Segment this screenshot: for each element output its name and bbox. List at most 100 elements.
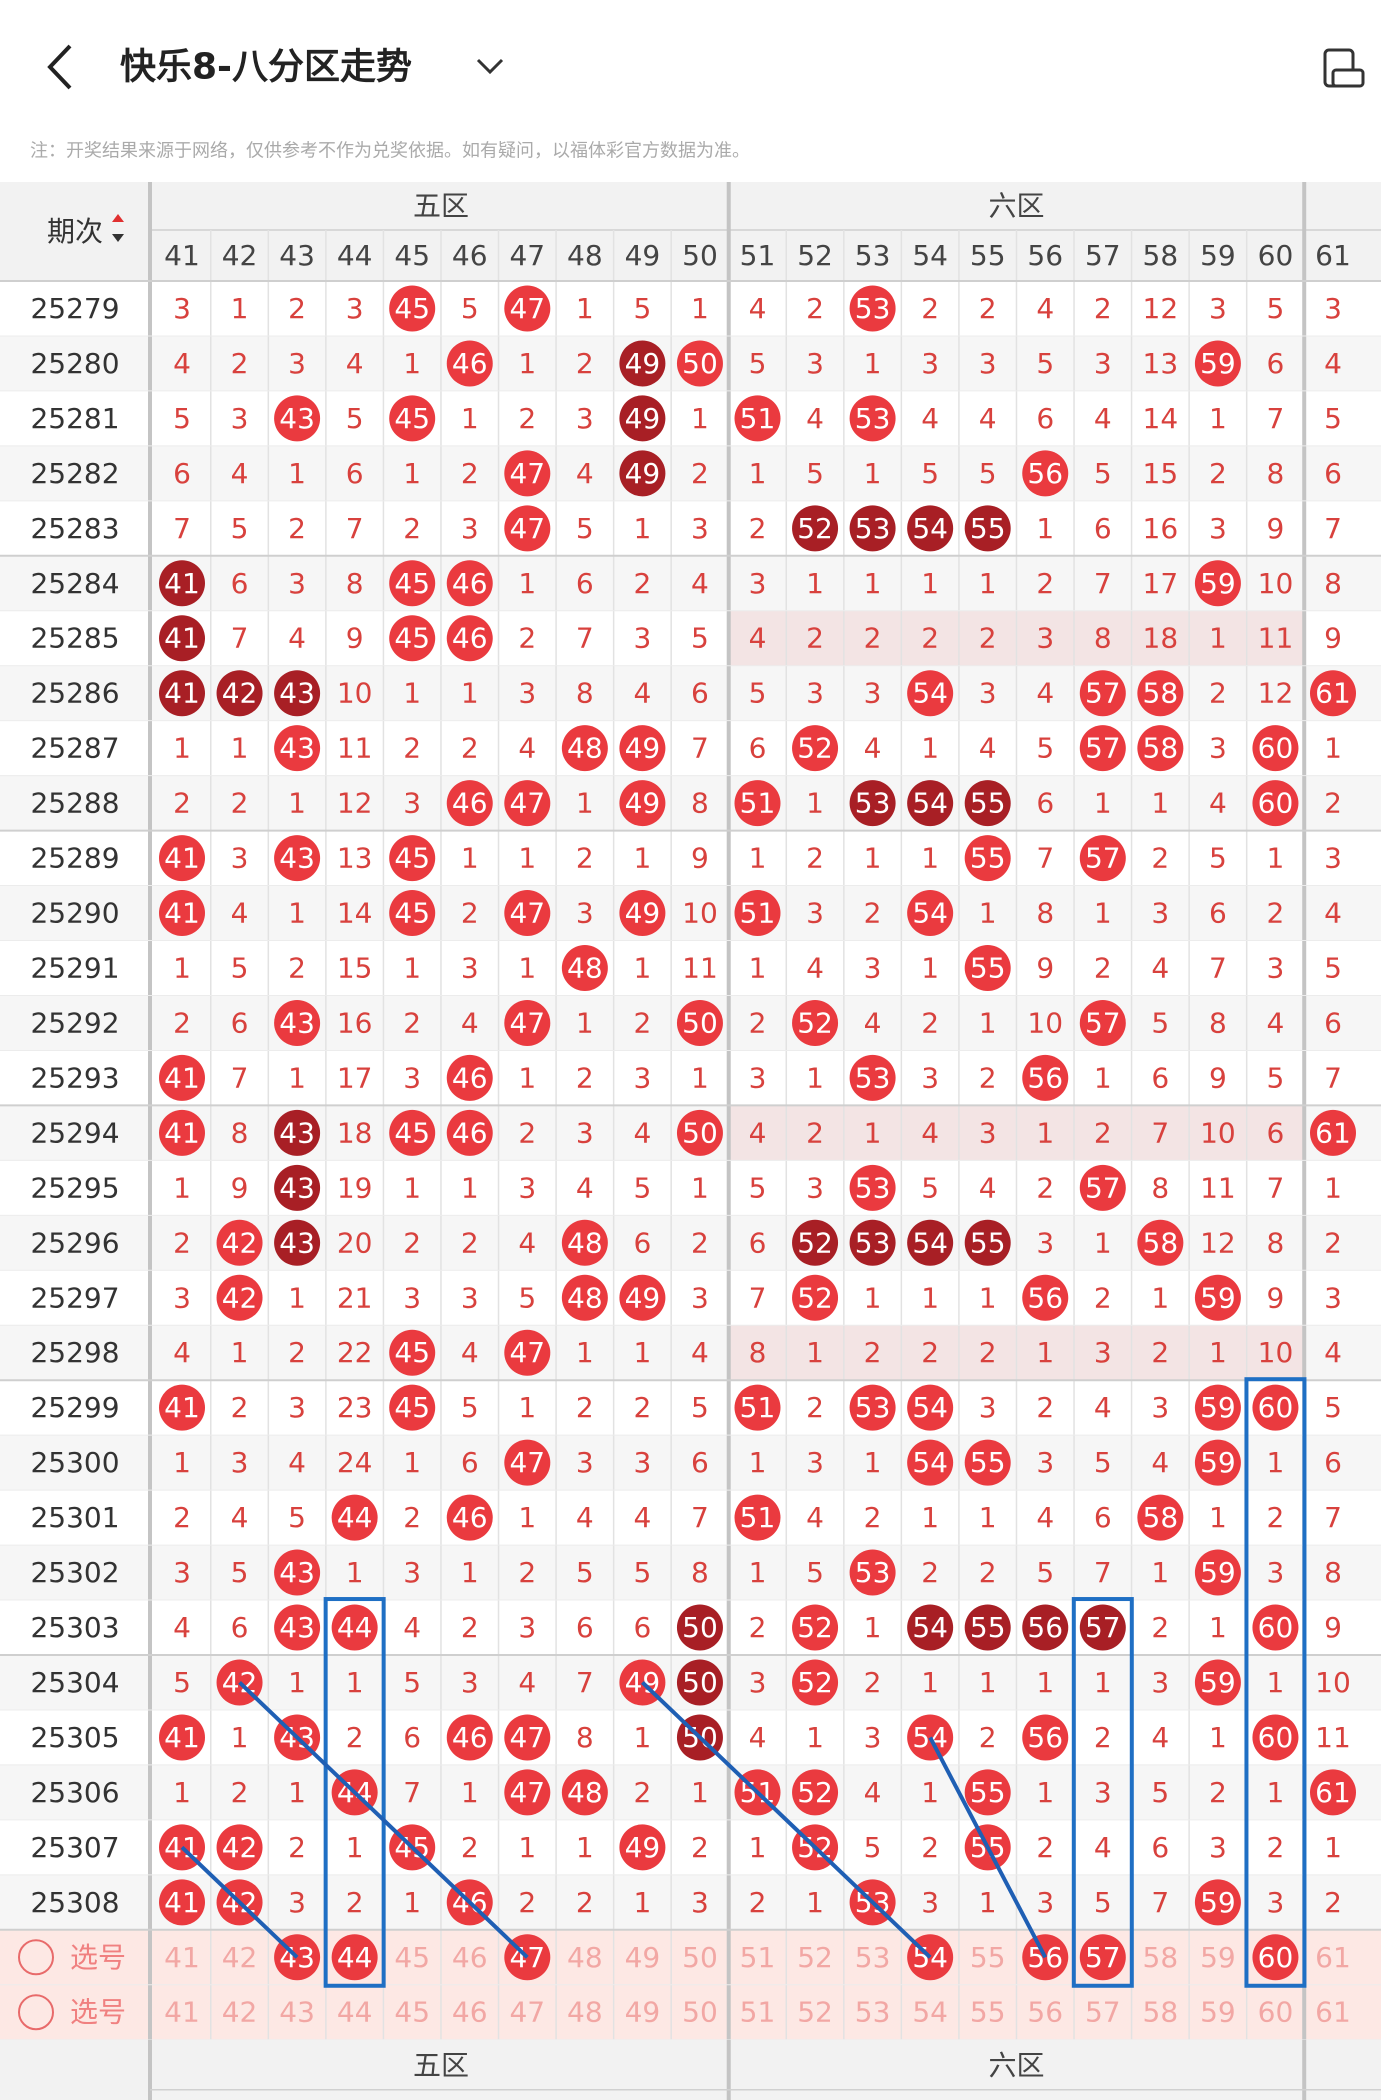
cell-number: 6 xyxy=(231,1006,249,1039)
cell-number: 4 xyxy=(633,677,651,710)
cell-number: 9 xyxy=(346,622,364,655)
cell-number: 5 xyxy=(633,292,651,325)
cell-number: 4 xyxy=(518,1666,536,1699)
cell-number: 2 xyxy=(806,1116,824,1149)
period: 25290 xyxy=(30,897,119,930)
cell-number: 1 xyxy=(1036,512,1054,545)
cell-number: 1 xyxy=(173,952,191,985)
cell-number: 2 xyxy=(921,622,939,655)
cell-number: 5 xyxy=(461,1391,479,1424)
ball-number: 60 xyxy=(1258,1721,1294,1754)
cell-number: 1 xyxy=(231,292,249,325)
cell-number: 5 xyxy=(1267,292,1285,325)
cell-number: 1 xyxy=(921,952,939,985)
ball-number: 51 xyxy=(740,897,776,930)
cell-number: 7 xyxy=(691,732,709,765)
ball xyxy=(389,615,436,662)
cell-number: 1 xyxy=(173,1446,191,1479)
cell-number: 2 xyxy=(576,1391,594,1424)
table-row: 25292 2 6 43 16 2 4 47 1 2 50 2 52 4 2 1 10 57 5 8 4 6 xyxy=(0,995,1381,1051)
cell-number: 4 xyxy=(288,622,306,655)
ball-number: 51 xyxy=(740,402,776,435)
ball-number: 47 xyxy=(509,1776,545,1809)
annotations xyxy=(180,1377,1307,1988)
cell-number: 1 xyxy=(864,347,882,380)
cell-number: 60 xyxy=(1258,1996,1294,2029)
cell-number: 1 xyxy=(864,1611,882,1644)
cell-number: 4 xyxy=(518,1226,536,1259)
ball-number: 45 xyxy=(394,292,430,325)
cell-number: 9 xyxy=(231,1171,249,1204)
cell-number: 1 xyxy=(288,1776,306,1809)
table-row: 25279 3 1 2 3 45 5 47 1 5 1 4 2 53 2 2 4 2 12 3 5 3 xyxy=(0,281,1381,336)
cell-number: 4 xyxy=(1151,952,1169,985)
ball xyxy=(1079,835,1126,882)
cell-number: 2 xyxy=(1209,677,1227,710)
ball-number: 60 xyxy=(1258,1391,1294,1424)
ball xyxy=(964,945,1011,991)
cell-number: 1 xyxy=(1151,1556,1169,1589)
ball-number: 51 xyxy=(740,1391,776,1424)
cell-number: 4 xyxy=(1267,1006,1285,1039)
period-header: 期次 xyxy=(47,215,103,248)
ball xyxy=(1252,1384,1299,1431)
cell-number: 1 xyxy=(1209,1336,1227,1369)
cell-number: 2 xyxy=(633,1006,651,1039)
ball-number: 53 xyxy=(855,402,891,435)
cell-number: 42 xyxy=(222,1941,258,1974)
row-bg xyxy=(0,500,1381,556)
cell-number: 6 xyxy=(231,567,249,600)
cell-number: 2 xyxy=(1209,1776,1227,1809)
ball xyxy=(274,395,321,442)
cell-number: 9 xyxy=(1324,622,1342,655)
cell-number: 1 xyxy=(864,1446,882,1479)
ball xyxy=(849,1219,896,1266)
cell-number: 46 xyxy=(452,1941,488,1974)
cell-number: 1 xyxy=(173,1776,191,1809)
cell-number: 58 xyxy=(1143,1941,1179,1974)
ball xyxy=(619,780,666,827)
ball-number: 49 xyxy=(625,347,661,380)
cell-number: 2 xyxy=(979,292,997,325)
cell-number: 4 xyxy=(633,1116,651,1149)
dropdown-toggle[interactable] xyxy=(476,58,504,75)
cell-number: 1 xyxy=(1267,842,1285,875)
cell-number: 1 xyxy=(518,1831,536,1864)
cell-number: 16 xyxy=(1143,512,1179,545)
ball-number: 47 xyxy=(509,457,545,490)
period: 25280 xyxy=(30,347,119,380)
cell-number: 1 xyxy=(288,1281,306,1314)
cell-number: 1 xyxy=(979,897,997,930)
highlight-box xyxy=(1071,1597,1134,1988)
ball xyxy=(619,1274,666,1321)
rotate-icon[interactable] xyxy=(1323,48,1365,88)
cell-number: 1 xyxy=(288,457,306,490)
cell-number: 6 xyxy=(1094,512,1112,545)
ball xyxy=(1252,1714,1299,1761)
cell-number: 9 xyxy=(1036,952,1054,985)
ball xyxy=(1137,725,1184,772)
cell-number: 3 xyxy=(979,1116,997,1149)
column-header: 55 xyxy=(970,239,1006,272)
ball xyxy=(907,780,954,827)
ball xyxy=(274,725,321,772)
cell-number: 6 xyxy=(749,732,767,765)
cell-number: 4 xyxy=(173,1611,191,1644)
ball-number: 47 xyxy=(509,1006,545,1039)
cell-number: 1 xyxy=(979,1006,997,1039)
period: 25307 xyxy=(30,1831,119,1864)
ball xyxy=(792,725,839,772)
cell-number: 3 xyxy=(231,842,249,875)
cell-number: 1 xyxy=(921,732,939,765)
cell-number: 7 xyxy=(1267,402,1285,435)
back-button[interactable] xyxy=(47,44,72,90)
ball-number: 53 xyxy=(855,1391,891,1424)
ball xyxy=(446,1714,493,1761)
cell-number: 22 xyxy=(337,1336,373,1369)
cell-number: 2 xyxy=(403,1501,421,1534)
cell-number: 1 xyxy=(921,1281,939,1314)
cell-number: 2 xyxy=(461,457,479,490)
select-row[interactable]: 选号41424344454647484950515253545556575859… xyxy=(0,1929,1381,1985)
